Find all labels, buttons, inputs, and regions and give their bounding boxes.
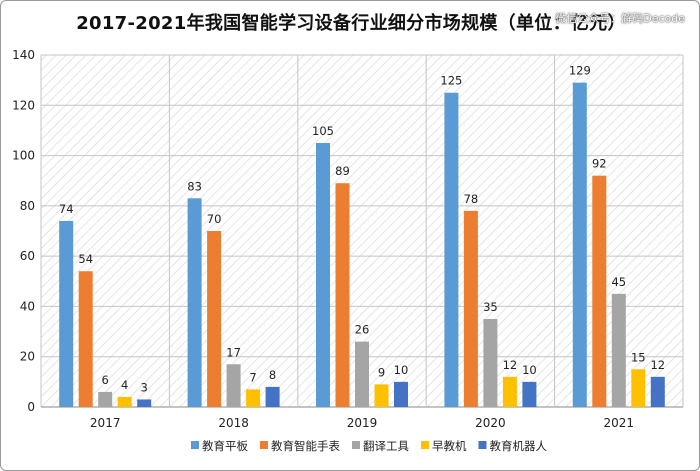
- y-tick-label: 140: [12, 48, 35, 62]
- bar[interactable]: [265, 386, 280, 407]
- data-label: 8: [269, 368, 276, 382]
- bar[interactable]: [522, 381, 537, 407]
- y-tick-label: 100: [12, 149, 35, 163]
- data-label: 74: [59, 202, 74, 216]
- bar[interactable]: [631, 369, 646, 407]
- legend-swatch: [478, 441, 487, 449]
- y-tick-label: 20: [20, 350, 35, 364]
- data-label: 9: [378, 365, 385, 379]
- y-tick-label: 0: [27, 400, 35, 414]
- data-label: 54: [78, 252, 93, 266]
- data-label: 89: [335, 164, 350, 178]
- bar[interactable]: [444, 92, 459, 407]
- legend-item[interactable]: 教育智能手表: [271, 439, 340, 453]
- data-label: 12: [503, 358, 518, 372]
- data-label: 10: [394, 363, 409, 377]
- data-label: 125: [440, 74, 462, 88]
- data-label: 15: [631, 350, 646, 364]
- data-label: 12: [650, 358, 665, 372]
- data-label: 6: [102, 373, 109, 387]
- data-label: 70: [207, 212, 222, 226]
- bar[interactable]: [335, 183, 350, 407]
- data-label: 105: [312, 124, 334, 138]
- bar[interactable]: [137, 399, 152, 407]
- bar[interactable]: [117, 396, 132, 407]
- bar[interactable]: [502, 376, 517, 407]
- legend-item[interactable]: 教育机器人: [490, 439, 548, 453]
- x-tick-label: 2018: [218, 416, 249, 430]
- bar[interactable]: [316, 143, 330, 407]
- data-label: 4: [121, 378, 128, 392]
- x-tick-label: 2019: [347, 416, 378, 430]
- legend-swatch: [191, 441, 199, 449]
- legend-swatch: [260, 441, 268, 449]
- y-tick-label: 120: [12, 98, 35, 112]
- x-tick-label: 2021: [604, 416, 635, 430]
- legend-item[interactable]: 早教机: [432, 439, 467, 453]
- bar[interactable]: [483, 319, 498, 407]
- y-tick-label: 40: [20, 299, 35, 313]
- bar[interactable]: [98, 391, 113, 407]
- data-label: 129: [569, 64, 591, 78]
- x-tick-label: 2020: [475, 416, 506, 430]
- data-label: 45: [611, 275, 626, 289]
- bar[interactable]: [226, 364, 241, 407]
- bar[interactable]: [592, 175, 607, 407]
- legend-item[interactable]: 翻译工具: [363, 439, 409, 453]
- bar[interactable]: [246, 389, 261, 407]
- bar[interactable]: [463, 210, 478, 407]
- bar[interactable]: [59, 220, 74, 407]
- legend-item[interactable]: 教育平板: [202, 439, 248, 453]
- y-tick-label: 60: [20, 249, 35, 263]
- bar[interactable]: [187, 198, 202, 407]
- bar[interactable]: [650, 376, 665, 407]
- bar[interactable]: [394, 381, 408, 407]
- data-label: 83: [187, 179, 202, 193]
- legend-swatch: [352, 441, 360, 449]
- bar[interactable]: [207, 231, 222, 407]
- chart-title: 2017-2021年我国智能学习设备行业细分市场规模（单位：亿元）: [76, 13, 626, 34]
- data-label: 78: [464, 192, 479, 206]
- bar[interactable]: [611, 293, 626, 407]
- bar[interactable]: [78, 271, 93, 407]
- x-tick-label: 2017: [90, 416, 121, 430]
- bar[interactable]: [572, 82, 587, 408]
- data-label: 26: [355, 323, 370, 337]
- legend-swatch: [421, 441, 429, 449]
- bar[interactable]: [355, 341, 369, 407]
- bar[interactable]: [374, 384, 389, 407]
- data-label: 17: [226, 345, 241, 359]
- data-label: 3: [141, 380, 148, 394]
- data-label: 35: [483, 300, 498, 314]
- y-tick-label: 80: [20, 199, 35, 213]
- data-label: 92: [592, 157, 607, 171]
- data-label: 7: [249, 370, 256, 384]
- data-label: 10: [522, 363, 537, 377]
- watermark: 微信公众号：解码Decode: [555, 12, 685, 25]
